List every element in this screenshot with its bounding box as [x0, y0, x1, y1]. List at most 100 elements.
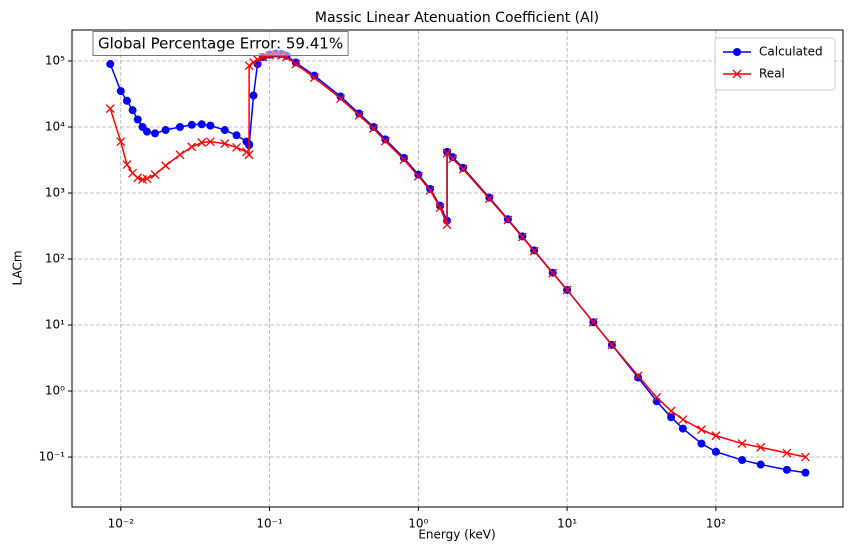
chart-title: Massic Linear Atenuation Coefficient (Al…	[315, 10, 599, 26]
data-point	[133, 173, 143, 183]
annotation-box	[92, 31, 349, 56]
data-point	[310, 71, 319, 80]
data-point	[782, 448, 792, 458]
data-point	[133, 115, 142, 124]
data-point	[666, 406, 676, 416]
y-tick-label: 10³	[45, 186, 65, 200]
data-point	[484, 194, 494, 204]
data-point	[458, 164, 468, 174]
data-point	[399, 155, 409, 165]
annotation-text: Global Percentage Error: 59.41%	[98, 35, 343, 53]
y-tick-label: 10⁴	[45, 120, 65, 134]
data-point	[206, 121, 215, 130]
data-point	[801, 468, 810, 477]
data-point	[249, 58, 258, 67]
data-point	[607, 340, 617, 350]
data-point	[151, 129, 160, 138]
data-point	[442, 220, 452, 230]
data-point	[244, 61, 254, 71]
x-tick-label: 10⁻¹	[256, 517, 283, 531]
x-tick-label: 10⁰	[408, 517, 428, 531]
data-point	[756, 460, 765, 469]
x-tick-label: 10²	[706, 517, 726, 531]
y-tick-label: 10⁵	[45, 54, 65, 68]
data-point	[652, 392, 662, 402]
data-point	[737, 439, 747, 449]
data-point	[161, 126, 170, 135]
data-point	[187, 142, 197, 152]
data-point	[128, 106, 137, 115]
data-point	[634, 373, 643, 382]
data-point	[336, 94, 346, 104]
data-point	[142, 174, 152, 184]
x-axis-label: Energy (keV)	[418, 528, 495, 542]
data-point	[425, 185, 435, 195]
data-point	[381, 135, 390, 144]
data-point	[150, 170, 160, 180]
data-point	[220, 126, 229, 135]
data-point	[122, 96, 131, 105]
data-point	[380, 136, 390, 146]
data-point	[738, 456, 747, 465]
data-point	[336, 92, 345, 101]
data-point	[448, 154, 458, 164]
data-point	[175, 150, 185, 160]
data-point	[291, 59, 301, 69]
y-axis-label: LACm	[11, 250, 25, 285]
data-point	[105, 104, 115, 114]
legend-box	[714, 37, 836, 91]
y-tick-label: 10⁰	[45, 384, 65, 398]
data-point	[801, 452, 810, 462]
data-point	[697, 439, 706, 448]
y-tick-label: 10⁻¹	[39, 450, 66, 464]
data-point	[459, 163, 468, 172]
data-point	[517, 232, 527, 242]
data-point	[782, 465, 791, 474]
legend-label: Real	[759, 67, 785, 81]
data-point	[116, 87, 125, 96]
data-point	[443, 147, 452, 156]
data-point	[369, 123, 378, 132]
data-point	[678, 415, 688, 424]
y-tick-label: 10²	[45, 252, 65, 266]
data-point	[588, 317, 598, 327]
data-point	[435, 203, 445, 213]
data-point	[678, 424, 687, 433]
data-point	[413, 171, 423, 181]
data-point	[414, 170, 423, 179]
data-point	[562, 285, 572, 295]
data-point	[116, 137, 126, 147]
data-point	[529, 246, 539, 256]
data-point	[244, 150, 254, 160]
data-point	[205, 137, 215, 147]
plot-frame	[71, 29, 844, 508]
data-point	[253, 55, 262, 65]
data-point	[355, 109, 364, 118]
data-point	[161, 161, 171, 171]
data-point	[711, 447, 720, 456]
annotation: Global Percentage Error: 59.41%	[92, 31, 349, 56]
data-point	[122, 160, 132, 170]
data-point	[197, 120, 206, 129]
data-point	[448, 153, 457, 162]
data-point	[249, 91, 258, 100]
data-point	[399, 153, 408, 162]
data-point	[106, 60, 115, 69]
data-point	[697, 425, 706, 435]
data-point	[232, 131, 241, 140]
data-point	[667, 413, 676, 422]
data-point	[175, 123, 184, 132]
data-point	[354, 110, 364, 120]
legend: Calculated Real	[714, 37, 836, 91]
data-point	[756, 442, 766, 452]
data-point	[633, 371, 643, 381]
data-point	[503, 215, 513, 225]
legend-marker	[733, 48, 741, 56]
data-point	[291, 58, 300, 67]
data-point	[652, 397, 661, 406]
data-point	[142, 127, 151, 136]
x-tick-label: 10⁻²	[108, 517, 135, 531]
x-tick-label: 10¹	[557, 517, 577, 531]
